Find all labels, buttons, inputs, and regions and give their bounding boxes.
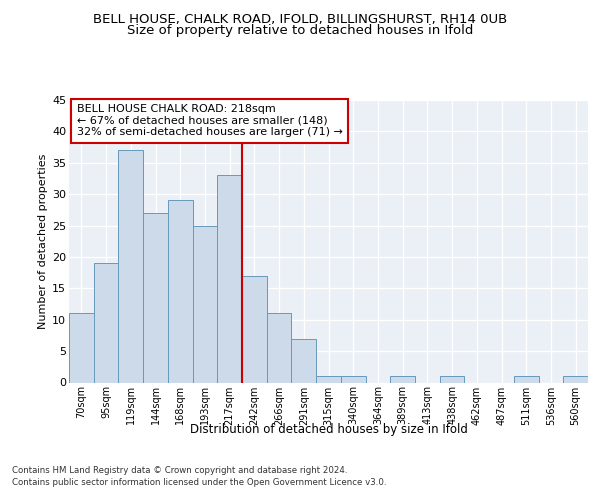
Bar (341, 376, 365, 382)
Text: Contains public sector information licensed under the Open Government Licence v3: Contains public sector information licen… (12, 478, 386, 487)
Y-axis label: Number of detached properties: Number of detached properties (38, 154, 48, 329)
Bar (242, 276, 267, 382)
Bar (514, 376, 539, 382)
Text: Contains HM Land Registry data © Crown copyright and database right 2024.: Contains HM Land Registry data © Crown c… (12, 466, 347, 475)
Text: Size of property relative to detached houses in Ifold: Size of property relative to detached ho… (127, 24, 473, 37)
Bar (292, 338, 316, 382)
Bar (267, 314, 292, 382)
Bar (69, 314, 94, 382)
Text: Distribution of detached houses by size in Ifold: Distribution of detached houses by size … (190, 422, 468, 436)
Bar (390, 376, 415, 382)
Text: BELL HOUSE CHALK ROAD: 218sqm
← 67% of detached houses are smaller (148)
32% of : BELL HOUSE CHALK ROAD: 218sqm ← 67% of d… (77, 104, 343, 138)
Bar (118, 150, 143, 382)
Bar (94, 263, 118, 382)
Bar (316, 376, 341, 382)
Bar (440, 376, 464, 382)
Bar (143, 213, 168, 382)
Bar (563, 376, 588, 382)
Bar (217, 176, 242, 382)
Text: BELL HOUSE, CHALK ROAD, IFOLD, BILLINGSHURST, RH14 0UB: BELL HOUSE, CHALK ROAD, IFOLD, BILLINGSH… (93, 12, 507, 26)
Bar (168, 200, 193, 382)
Bar (193, 226, 217, 382)
